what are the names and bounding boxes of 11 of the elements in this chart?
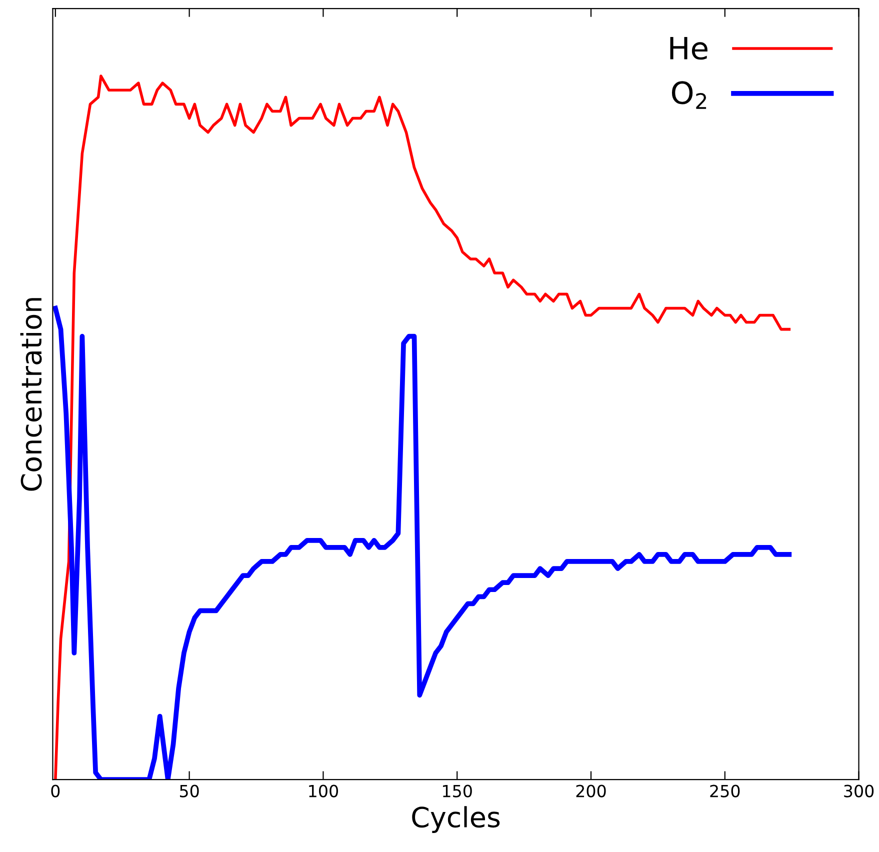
x-tick-label: 200 <box>576 784 606 798</box>
y-axis-title: Concentration <box>20 298 42 491</box>
x-tick-label: 0 <box>51 784 60 798</box>
x-tick-label: 150 <box>443 784 472 798</box>
x-axis-title: Cycles <box>412 806 500 834</box>
legend-label: O$_{2}$ <box>672 81 706 109</box>
x-tick-label: 250 <box>710 784 740 798</box>
x-tick-label: 300 <box>844 784 874 798</box>
x-tick-label: 100 <box>309 784 338 798</box>
legend-label: He <box>670 36 708 60</box>
x-tick-label: 50 <box>180 784 199 798</box>
